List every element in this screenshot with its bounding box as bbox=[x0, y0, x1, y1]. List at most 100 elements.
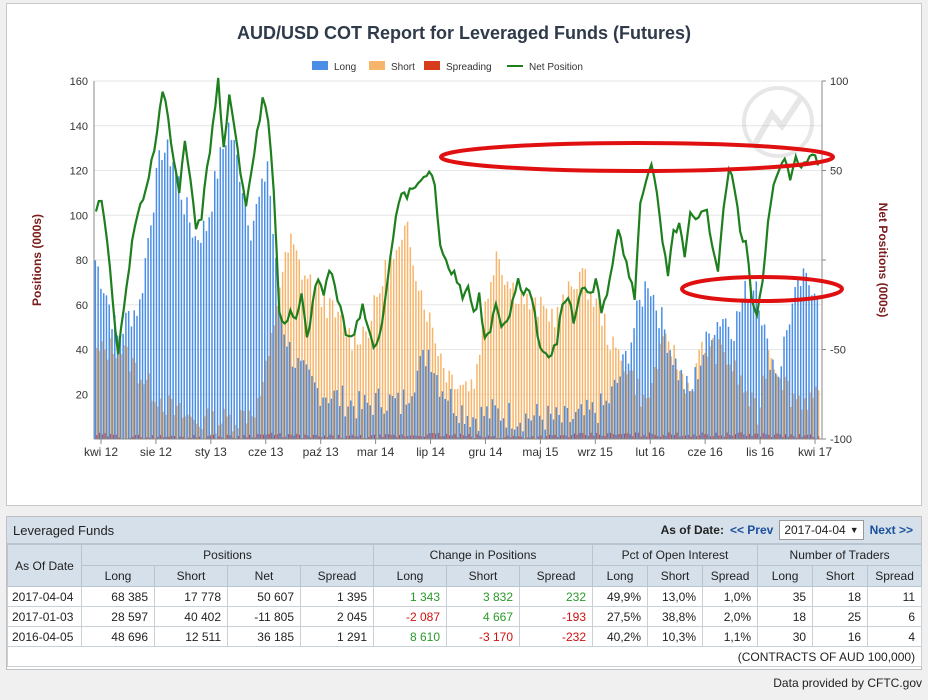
bar-spreading-4 bbox=[107, 436, 109, 439]
bar-long-43 bbox=[214, 171, 216, 439]
bar-long-40 bbox=[205, 231, 208, 439]
bar-long-35 bbox=[191, 237, 194, 439]
bar-long-84 bbox=[327, 403, 330, 439]
bar-short-259 bbox=[815, 386, 817, 439]
bar-long-144 bbox=[494, 405, 496, 439]
bar-long-120 bbox=[427, 349, 430, 439]
bar-long-96 bbox=[361, 409, 363, 439]
table-cell: 35 bbox=[757, 586, 814, 607]
bar-long-195 bbox=[636, 300, 638, 439]
bar-short-107 bbox=[392, 259, 395, 439]
bar-short-17 bbox=[143, 384, 145, 439]
legend-swatch-spreading bbox=[424, 61, 440, 70]
bar-spreading-33 bbox=[187, 437, 189, 439]
bar-spreading-127 bbox=[448, 435, 450, 439]
bar-short-188 bbox=[617, 349, 620, 439]
bar-spreading-66 bbox=[279, 433, 281, 439]
bar-long-218 bbox=[699, 365, 702, 439]
bar-spreading-65 bbox=[276, 434, 278, 439]
bar-long-186 bbox=[611, 386, 613, 439]
bar-spreading-210 bbox=[679, 436, 681, 439]
bar-spreading-125 bbox=[443, 436, 445, 439]
bar-spreading-131 bbox=[460, 433, 462, 439]
bar-spreading-141 bbox=[487, 435, 489, 439]
next-link[interactable]: Next >> bbox=[869, 523, 913, 537]
bar-spreading-258 bbox=[812, 436, 814, 439]
bar-long-239 bbox=[758, 310, 760, 439]
bar-short-97 bbox=[365, 331, 367, 439]
legend-swatch-short bbox=[369, 61, 385, 70]
bar-spreading-3 bbox=[104, 433, 106, 439]
y-tick-label-40: 40 bbox=[76, 345, 88, 357]
bar-short-114 bbox=[412, 265, 414, 439]
bar-spreading-171 bbox=[571, 435, 573, 439]
bar-long-205 bbox=[663, 329, 666, 439]
bar-spreading-173 bbox=[576, 434, 578, 439]
bar-short-158 bbox=[534, 297, 537, 439]
bar-short-246 bbox=[778, 378, 781, 439]
bar-spreading-192 bbox=[629, 434, 631, 439]
bar-long-13 bbox=[130, 326, 133, 439]
bar-spreading-134 bbox=[468, 433, 470, 439]
date-select[interactable]: 2017-04-04 ▼ bbox=[779, 520, 864, 540]
bar-short-22 bbox=[156, 406, 159, 439]
prev-link[interactable]: << Prev bbox=[729, 523, 774, 537]
bar-short-242 bbox=[767, 350, 770, 439]
bar-long-68 bbox=[283, 334, 285, 439]
bar-short-193 bbox=[631, 370, 634, 439]
bar-short-209 bbox=[676, 369, 678, 439]
bar-long-172 bbox=[572, 418, 574, 439]
subheader-3: Spread bbox=[299, 565, 375, 587]
bar-short-71 bbox=[292, 244, 295, 439]
bar-spreading-249 bbox=[787, 436, 789, 439]
bar-spreading-143 bbox=[493, 435, 495, 439]
bar-short-39 bbox=[204, 416, 206, 439]
bar-spreading-181 bbox=[598, 434, 600, 439]
bar-long-220 bbox=[705, 331, 708, 439]
bar-short-40 bbox=[206, 408, 209, 439]
bar-long-154 bbox=[522, 431, 524, 439]
bar-short-177 bbox=[587, 299, 589, 439]
bar-short-78 bbox=[312, 295, 314, 439]
bar-long-260 bbox=[816, 298, 819, 439]
bar-spreading-190 bbox=[623, 433, 625, 439]
bar-short-223 bbox=[715, 363, 717, 439]
bar-long-100 bbox=[372, 414, 374, 439]
bar-short-151 bbox=[515, 303, 517, 439]
bar-short-212 bbox=[684, 393, 687, 439]
bar-spreading-197 bbox=[643, 434, 645, 439]
bar-long-177 bbox=[586, 399, 588, 439]
x-tick-label-5: mar 14 bbox=[357, 445, 395, 459]
bar-spreading-238 bbox=[757, 433, 759, 439]
bar-short-226 bbox=[723, 352, 725, 439]
bar-short-69 bbox=[287, 252, 289, 439]
bar-short-255 bbox=[803, 398, 806, 439]
bar-long-208 bbox=[672, 364, 674, 439]
bar-long-235 bbox=[747, 302, 749, 439]
bar-long-230 bbox=[733, 340, 735, 439]
bar-short-55 bbox=[248, 410, 251, 439]
bar-long-41 bbox=[208, 217, 210, 439]
bar-spreading-103 bbox=[382, 437, 384, 439]
bar-short-179 bbox=[592, 306, 595, 439]
bar-long-32 bbox=[183, 214, 185, 439]
x-tick-label-4: paź 13 bbox=[303, 445, 339, 459]
bar-long-65 bbox=[275, 257, 277, 439]
bar-long-207 bbox=[669, 350, 671, 439]
bar-short-113 bbox=[409, 247, 412, 439]
bar-spreading-186 bbox=[612, 434, 614, 439]
bar-spreading-54 bbox=[246, 437, 248, 439]
bar-spreading-129 bbox=[454, 433, 456, 439]
bar-long-211 bbox=[680, 369, 683, 439]
bar-long-86 bbox=[333, 390, 335, 439]
bar-long-115 bbox=[413, 392, 416, 439]
bar-spreading-205 bbox=[665, 435, 667, 439]
legend-label-spreading: Spreading bbox=[446, 62, 492, 73]
bar-short-15 bbox=[137, 383, 139, 439]
bar-spreading-244 bbox=[773, 434, 775, 439]
bar-short-112 bbox=[406, 221, 409, 439]
bar-spreading-188 bbox=[618, 434, 620, 439]
bar-short-89 bbox=[342, 323, 345, 439]
bar-long-196 bbox=[638, 299, 641, 439]
bar-long-73 bbox=[297, 357, 299, 439]
